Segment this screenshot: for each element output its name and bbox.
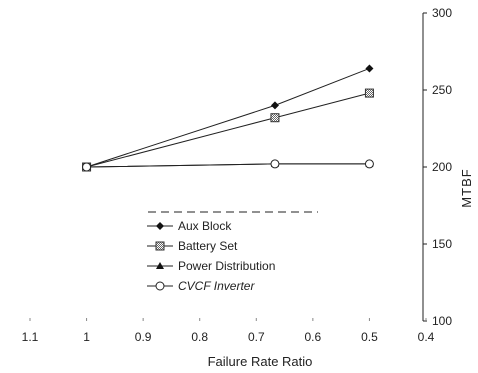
y-tick-label: 300 — [432, 6, 452, 20]
legend-label: Aux Block — [178, 219, 232, 233]
data-point — [365, 64, 374, 73]
legend-entry: Power Distribution — [147, 259, 275, 273]
data-point — [270, 101, 279, 110]
data-point — [270, 113, 280, 123]
legend-entry: Battery Set — [147, 239, 238, 253]
data-point — [364, 88, 374, 98]
axes: 300 250 200 150 100 1.1 1 0.9 0.8 0.7 0.6 0.5 0.4 — [22, 6, 453, 344]
y-tick-label: 200 — [432, 160, 452, 174]
series-line — [86, 67, 370, 168]
x-tick-label: 0.8 — [191, 330, 208, 344]
legend-marker — [156, 222, 164, 230]
data-point — [82, 162, 92, 172]
legend-label: CVCF Inverter — [178, 279, 255, 293]
series-lines — [82, 64, 374, 172]
legend-label: Battery Set — [178, 239, 238, 253]
x-tick-label: 0.6 — [305, 330, 322, 344]
data-point — [364, 159, 374, 169]
legend-marker — [156, 262, 164, 269]
legend-marker — [155, 281, 165, 291]
x-tick-label: 0.4 — [418, 330, 435, 344]
legend-entry: CVCF Inverter — [147, 279, 255, 293]
series-line — [86, 92, 370, 168]
y-tick-label: 150 — [432, 237, 452, 251]
legend-marker — [155, 241, 165, 251]
x-tick-label: 0.7 — [248, 330, 265, 344]
x-axis-title: Failure Rate Ratio — [208, 354, 313, 369]
data-point — [270, 159, 280, 169]
y-tick-label: 250 — [432, 83, 452, 97]
y-tick-label: 100 — [432, 314, 452, 328]
x-tick-label: 0.9 — [135, 330, 152, 344]
x-tick-label: 0.5 — [361, 330, 378, 344]
y-axis-title: MTBF — [459, 168, 474, 207]
series-line — [86, 163, 370, 168]
legend-label: Power Distribution — [178, 259, 275, 273]
x-tick-label: 1.1 — [22, 330, 39, 344]
legend: Aux Block Battery Set Power Distribution CV… — [147, 211, 318, 293]
x-tick-label: 1 — [83, 330, 90, 344]
legend-entry: Aux Block — [147, 219, 232, 233]
